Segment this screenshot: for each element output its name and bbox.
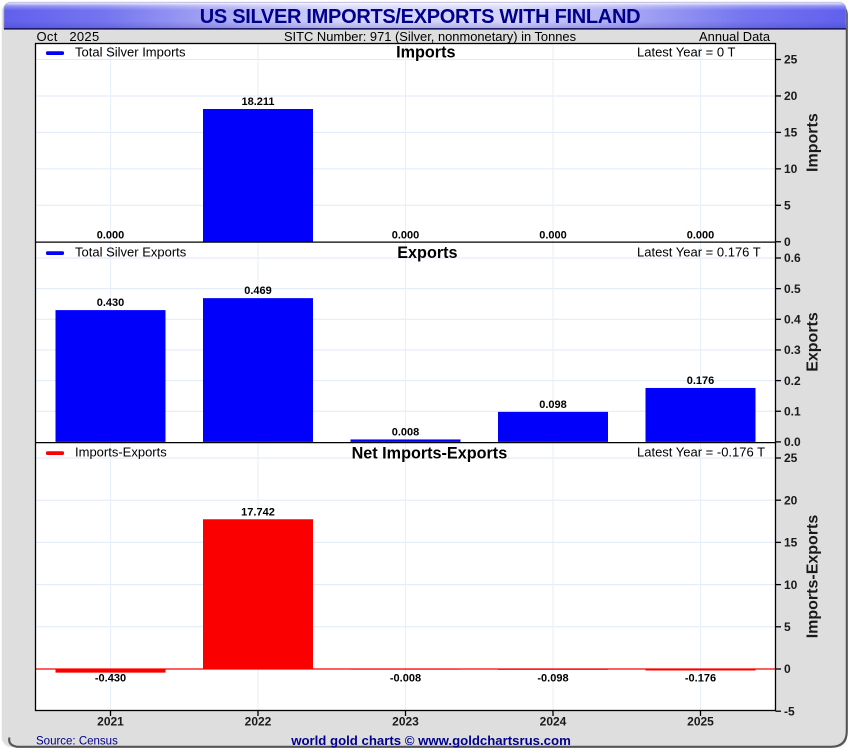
- svg-text:Imports-Exports: Imports-Exports: [805, 515, 822, 639]
- svg-text:US SILVER IMPORTS/EXPORTS WITH: US SILVER IMPORTS/EXPORTS WITH FINLAND: [200, 6, 640, 28]
- svg-text:25: 25: [784, 451, 798, 465]
- svg-text:18.211: 18.211: [241, 96, 274, 108]
- svg-text:-5: -5: [784, 704, 795, 718]
- svg-text:15: 15: [784, 126, 798, 140]
- svg-text:-0.430: -0.430: [95, 673, 126, 685]
- svg-text:20: 20: [784, 493, 798, 507]
- svg-text:Total Silver Exports: Total Silver Exports: [75, 245, 187, 260]
- svg-text:0.000: 0.000: [687, 229, 715, 241]
- svg-text:0.098: 0.098: [539, 399, 567, 411]
- svg-text:2025: 2025: [687, 715, 714, 729]
- svg-text:10: 10: [784, 578, 798, 592]
- svg-text:Total Silver Imports: Total Silver Imports: [75, 45, 186, 60]
- svg-text:0.469: 0.469: [244, 285, 272, 297]
- svg-text:0.176: 0.176: [687, 375, 715, 387]
- svg-text:0.008: 0.008: [392, 426, 420, 438]
- svg-text:Oct 2025: Oct 2025: [37, 29, 100, 44]
- svg-text:Annual Data: Annual Data: [699, 29, 771, 44]
- svg-text:0.2: 0.2: [784, 374, 801, 388]
- svg-text:0.000: 0.000: [539, 229, 567, 241]
- svg-text:10: 10: [784, 162, 798, 176]
- svg-text:2024: 2024: [540, 715, 567, 729]
- svg-text:Exports: Exports: [805, 312, 822, 372]
- svg-text:5: 5: [784, 199, 791, 213]
- svg-text:0.4: 0.4: [784, 313, 801, 327]
- svg-text:2023: 2023: [392, 715, 419, 729]
- svg-text:0.0: 0.0: [784, 435, 801, 449]
- svg-text:0: 0: [784, 662, 791, 676]
- svg-text:2021: 2021: [97, 715, 124, 729]
- svg-text:Exports: Exports: [397, 244, 457, 262]
- svg-text:17.742: 17.742: [241, 506, 275, 518]
- svg-text:5: 5: [784, 620, 791, 634]
- svg-text:0.6: 0.6: [784, 251, 801, 265]
- svg-text:0.3: 0.3: [784, 343, 801, 357]
- svg-text:15: 15: [784, 536, 798, 550]
- svg-text:Imports-Exports: Imports-Exports: [75, 445, 167, 460]
- svg-text:Net Imports-Exports: Net Imports-Exports: [352, 445, 508, 463]
- svg-text:-0.176: -0.176: [685, 673, 716, 685]
- svg-text:0.1: 0.1: [784, 404, 801, 418]
- svg-text:Latest Year = -0.176 T: Latest Year = -0.176 T: [637, 445, 765, 460]
- svg-text:20: 20: [784, 89, 798, 103]
- svg-text:Latest Year = 0.176 T: Latest Year = 0.176 T: [637, 245, 761, 260]
- svg-text:Imports: Imports: [396, 43, 455, 61]
- svg-text:25: 25: [784, 53, 798, 67]
- svg-text:0.000: 0.000: [97, 229, 125, 241]
- svg-text:-0.008: -0.008: [390, 673, 421, 685]
- svg-text:0.430: 0.430: [97, 297, 125, 309]
- svg-text:0.000: 0.000: [392, 229, 420, 241]
- svg-text:Imports: Imports: [805, 113, 822, 172]
- svg-text:0.5: 0.5: [784, 282, 801, 296]
- svg-text:2022: 2022: [245, 715, 272, 729]
- svg-text:SITC Number: 971 (Silver, nonm: SITC Number: 971 (Silver, nonmonetary) i…: [284, 29, 576, 44]
- svg-text:Source: Census: Source: Census: [36, 736, 118, 748]
- svg-text:world gold charts © www.goldch: world gold charts © www.goldchartsrus.co…: [290, 733, 571, 748]
- svg-text:Latest Year = 0 T: Latest Year = 0 T: [637, 45, 735, 60]
- svg-text:0: 0: [784, 235, 791, 249]
- svg-text:-0.098: -0.098: [537, 673, 568, 685]
